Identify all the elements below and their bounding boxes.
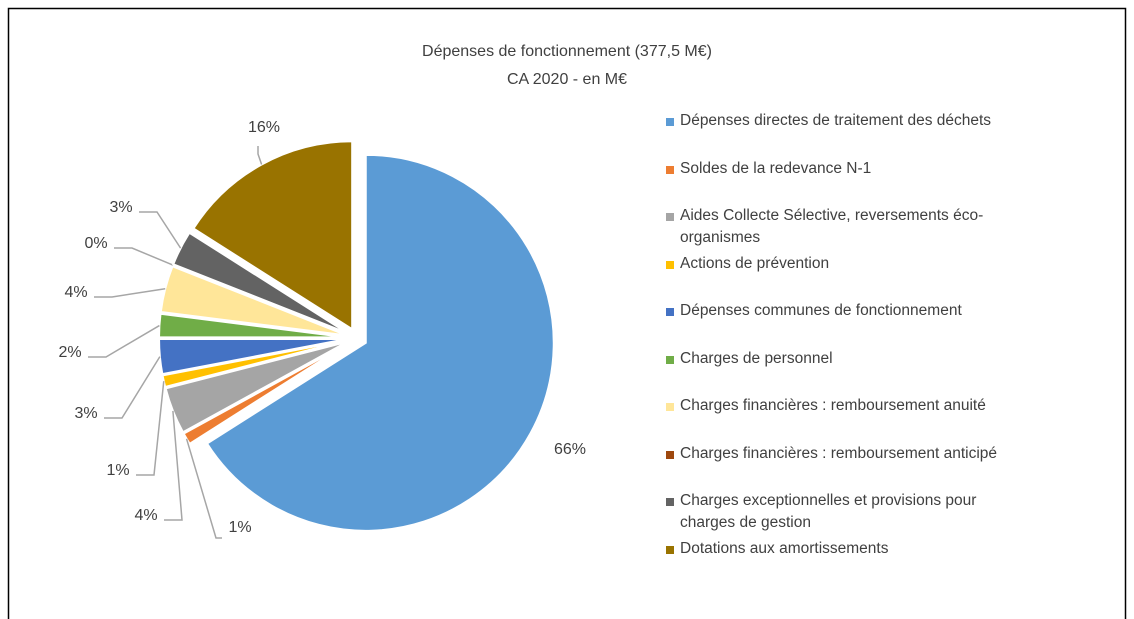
data-label: 3% [109,199,132,216]
legend-item: Charges financières : remboursement anui… [662,395,1012,443]
frame [7,7,1127,619]
legend-swatch [666,545,674,554]
legend-item: Charges de personnel [662,348,1012,396]
data-label: 4% [134,507,157,524]
legend-swatch [666,355,674,364]
leader-line [164,410,183,521]
data-label: 1% [228,519,251,536]
legend-item: Charges financières : remboursement anti… [662,443,1012,491]
legend-swatch [666,118,674,126]
leader-line [185,438,222,539]
legend-swatch [666,403,674,411]
legend-label: Charges de personnel [680,349,833,367]
data-label: 3% [74,405,97,422]
legend-item: Aides Collecte Sélective, reversements é… [662,205,1012,253]
data-label: 0% [84,235,107,252]
legend: Dépenses directes de traitement des déch… [662,110,1012,585]
leader-line [136,381,165,476]
legend-item: Dépenses directes de traitement des déch… [662,110,1012,158]
leader-line [114,247,174,266]
legend-item: Actions de prévention [662,253,1012,301]
pie-slice [192,140,354,332]
legend-swatch [666,260,674,269]
legend-label: Charges financières : remboursement anti… [680,444,998,462]
leader-line [257,146,263,165]
legend-swatch [666,213,674,221]
chart-subtitle: CA 2020 - en M€ [507,71,627,88]
legend-label: Aides Collecte Sélective, reversements é… [680,207,984,246]
leader-line [88,324,160,358]
legend-item: Dépenses communes de fonctionnement [662,300,1012,348]
legend-label: Charges exceptionnelles et provisions po… [680,492,977,531]
legend-swatch [666,450,674,459]
legend-item: Dotations aux amortissements [662,538,1012,586]
legend-swatch [666,165,674,174]
legend-label: Dépenses communes de fonctionnement [680,302,962,319]
legend-item: Soldes de la redevance N-1 [662,158,1012,206]
legend-label: Charges financières : remboursement anui… [680,397,986,414]
pie-slice [159,265,348,337]
data-label: 1% [106,462,129,479]
leader-line [94,288,166,298]
legend-label: Dotations aux amortissements [680,539,889,557]
legend-item: Charges exceptionnelles et provisions po… [662,490,1012,538]
pie-slice [205,153,555,532]
legend-label: Soldes de la redevance N-1 [680,159,872,177]
pie-slice [158,312,348,339]
pie-slice [171,231,349,335]
leader-line [104,356,161,419]
data-label: 2% [58,344,81,361]
pie-slice [161,339,348,389]
legend-label: Dépenses directes de traitement des déch… [680,112,992,129]
legend-label: Actions de prévention [680,254,830,272]
chart-title: Dépenses de fonctionnement (377,5 M€) [422,43,712,60]
leader-line [139,211,182,249]
pie-slice [164,340,349,434]
data-label: 66% [554,441,586,458]
data-label: 4% [64,284,87,301]
legend-swatch [666,308,674,316]
data-label: 16% [248,119,280,136]
legend-swatch [666,498,674,506]
